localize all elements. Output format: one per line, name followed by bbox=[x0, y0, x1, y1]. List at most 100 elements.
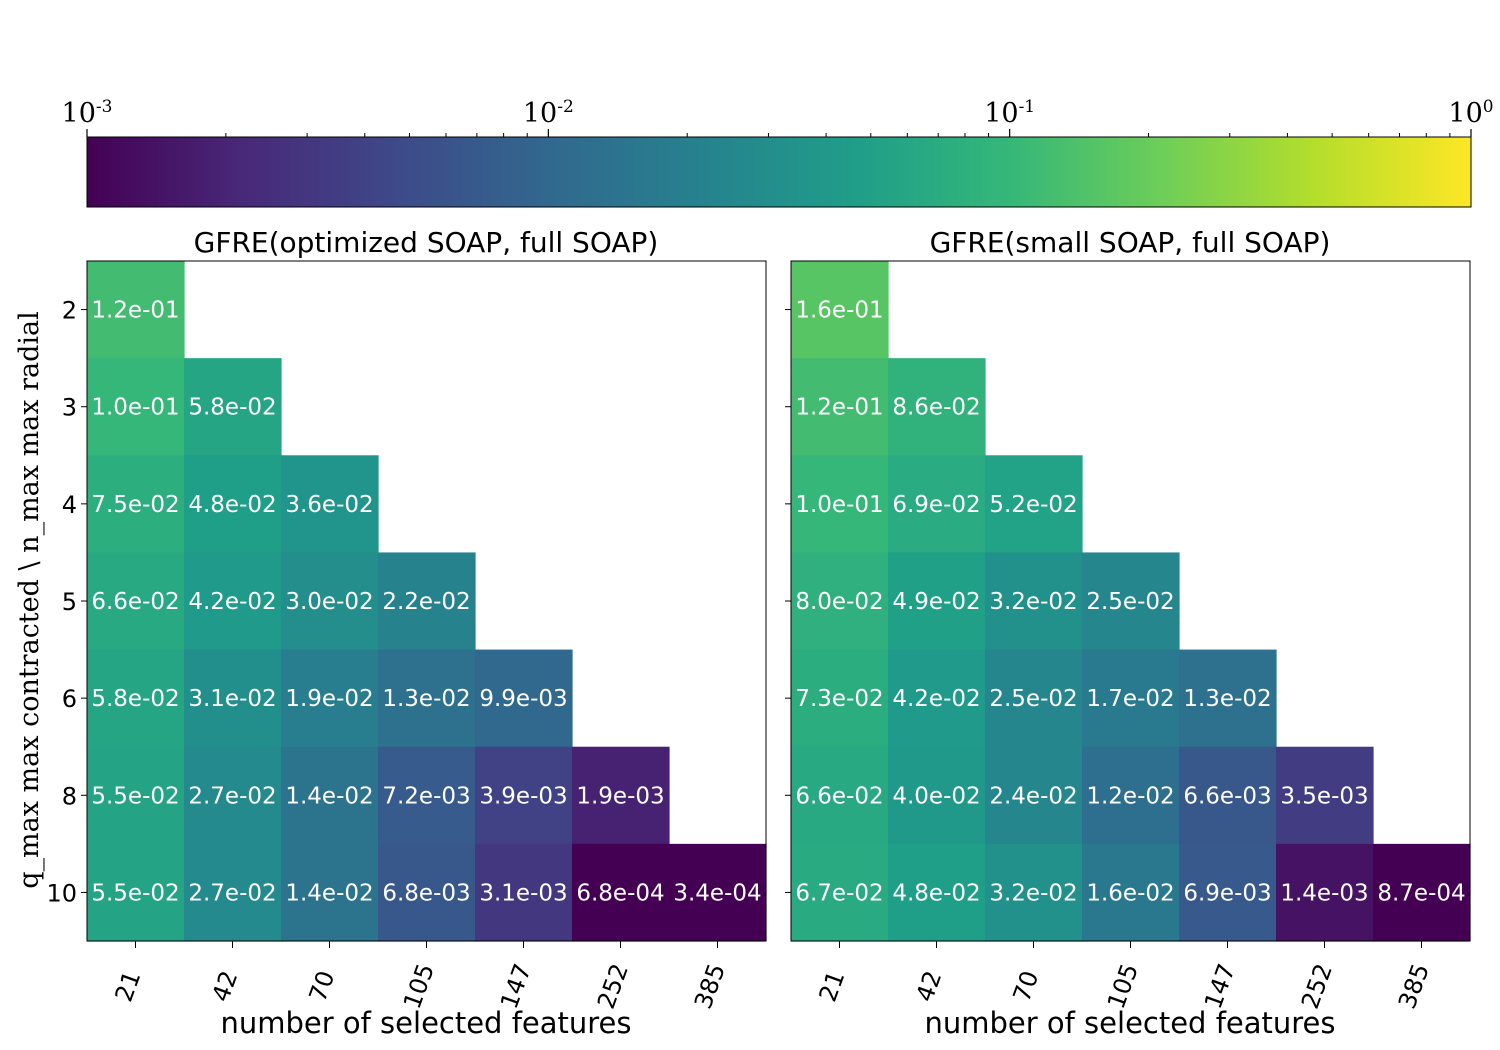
cell-value-label: 4.2e-02 bbox=[892, 686, 980, 712]
heatmap-cell bbox=[791, 358, 889, 456]
cell-value-label: 2.7e-02 bbox=[188, 783, 276, 809]
heatmap-cell bbox=[791, 746, 889, 845]
heatmap-cell bbox=[791, 843, 889, 942]
colorbar-tick-label: 10-3 bbox=[62, 97, 113, 129]
colorbar: 10-3 10-2 10-1 100 bbox=[62, 97, 1494, 208]
cell-value-label: 1.2e-02 bbox=[1086, 783, 1174, 809]
y-tick-label: 10 bbox=[46, 879, 77, 907]
x-tick-label: 252 bbox=[592, 960, 634, 1013]
heatmap-panel-optimized: GFRE(optimized SOAP, full SOAP) 1.2e-011… bbox=[14, 226, 767, 1040]
cell-value-label: 3.2e-02 bbox=[989, 589, 1077, 615]
heatmap-cell bbox=[281, 649, 379, 748]
x-tick-label: 70 bbox=[304, 967, 341, 1005]
colorbar-major-ticks: 10-3 10-2 10-1 100 bbox=[62, 97, 1494, 137]
cell-value-label: 6.8e-03 bbox=[382, 880, 470, 906]
heatmap-cell bbox=[281, 843, 379, 942]
cell-value-label: 1.9e-03 bbox=[576, 783, 664, 809]
cell-value-label: 1.4e-02 bbox=[285, 783, 373, 809]
heatmap-cell bbox=[184, 746, 282, 845]
heatmap-cell bbox=[572, 746, 670, 845]
panel-title: GFRE(small SOAP, full SOAP) bbox=[930, 226, 1331, 259]
heatmap-cells bbox=[791, 261, 1471, 942]
cell-value-label: 2.4e-02 bbox=[989, 783, 1077, 809]
cell-value-label: 3.4e-04 bbox=[673, 880, 761, 906]
colorbar-tick-label: 10-2 bbox=[523, 97, 574, 129]
heatmap-cell bbox=[888, 358, 986, 456]
y-tick-label: 6 bbox=[62, 685, 77, 713]
y-tick-labels: 2 3 4 5 6 8 10 bbox=[46, 297, 87, 907]
heatmap-cell bbox=[87, 649, 185, 748]
cell-value-label: 6.6e-03 bbox=[1183, 783, 1271, 809]
cell-value-label: 6.7e-02 bbox=[795, 880, 883, 906]
cell-value-label: 8.7e-04 bbox=[1377, 880, 1465, 906]
cell-value-label: 1.4e-03 bbox=[1280, 880, 1368, 906]
cell-value-label: 7.5e-02 bbox=[91, 492, 179, 518]
cell-value-label: 1.6e-02 bbox=[1086, 880, 1174, 906]
heatmap-cell bbox=[791, 261, 889, 359]
cell-value-label: 4.9e-02 bbox=[892, 589, 980, 615]
heatmap-cell bbox=[791, 552, 889, 651]
heatmap-cell-labels: 1.6e-01 1.2e-01 8.6e-02 1.0e-01 6.9e-02 5.2e-… bbox=[795, 298, 1465, 907]
cell-value-label: 5.5e-02 bbox=[91, 783, 179, 809]
heatmap-cell bbox=[1179, 843, 1277, 942]
y-tick-label: 2 bbox=[62, 297, 77, 325]
heatmap-cell bbox=[888, 746, 986, 845]
heatmap-cell bbox=[184, 843, 282, 942]
heatmap-cell-labels: 1.2e-01 1.0e-01 5.8e-02 7.5e-02 4.8e-02 3.6e-… bbox=[91, 298, 761, 907]
cell-value-label: 1.7e-02 bbox=[1086, 686, 1174, 712]
cell-value-label: 6.6e-02 bbox=[91, 589, 179, 615]
heatmap-cell bbox=[87, 358, 185, 456]
x-tick-label: 105 bbox=[398, 960, 440, 1013]
cell-value-label: 3.5e-03 bbox=[1280, 783, 1368, 809]
cell-value-label: 3.9e-03 bbox=[479, 783, 567, 809]
heatmap-cell bbox=[1082, 649, 1180, 748]
heatmap-cell bbox=[1276, 843, 1374, 942]
cell-value-label: 3.6e-02 bbox=[285, 492, 373, 518]
y-tick-label: 3 bbox=[62, 394, 77, 422]
cell-value-label: 6.9e-02 bbox=[892, 492, 980, 518]
x-tick-labels: 21 42 70 105 147 252 385 bbox=[814, 941, 1435, 1013]
x-tick-label: 21 bbox=[110, 967, 147, 1005]
heatmap-cell bbox=[985, 552, 1083, 651]
x-tick-label: 147 bbox=[1199, 960, 1241, 1013]
cell-value-label: 3.1e-02 bbox=[188, 686, 276, 712]
heatmap-cell bbox=[87, 746, 185, 845]
panel-title: GFRE(optimized SOAP, full SOAP) bbox=[194, 226, 659, 259]
cell-value-label: 2.5e-02 bbox=[1086, 589, 1174, 615]
x-tick-labels: 21 42 70 105 147 252 385 bbox=[110, 941, 731, 1013]
heatmap-cell bbox=[985, 649, 1083, 748]
heatmap-cell bbox=[985, 843, 1083, 942]
heatmap-cell bbox=[791, 455, 889, 554]
cell-value-label: 4.8e-02 bbox=[892, 880, 980, 906]
heatmap-cell bbox=[475, 843, 573, 942]
x-tick-label: 385 bbox=[689, 960, 731, 1013]
heatmap-cell bbox=[184, 455, 282, 554]
heatmap-cell bbox=[475, 746, 573, 845]
cell-value-label: 5.5e-02 bbox=[91, 880, 179, 906]
heatmap-cell bbox=[791, 649, 889, 748]
x-axis-label: number of selected features bbox=[220, 1006, 631, 1040]
heatmap-cell bbox=[1373, 843, 1471, 942]
cell-value-label: 3.0e-02 bbox=[285, 589, 373, 615]
x-tick-label: 42 bbox=[207, 967, 244, 1005]
colorbar-tick-label: 100 bbox=[1448, 97, 1493, 129]
heatmap-cell bbox=[184, 649, 282, 748]
colorbar-minor-ticks bbox=[225, 133, 1451, 137]
cell-value-label: 1.4e-02 bbox=[285, 880, 373, 906]
x-tick-label: 385 bbox=[1393, 960, 1435, 1013]
heatmap-cell bbox=[281, 746, 379, 845]
cell-value-label: 3.2e-02 bbox=[989, 880, 1077, 906]
heatmap-cell bbox=[184, 358, 282, 456]
cell-value-label: 2.7e-02 bbox=[188, 880, 276, 906]
cell-value-label: 6.9e-03 bbox=[1183, 880, 1271, 906]
y-axis-label: q_max max contracted \ n_max max radial bbox=[14, 311, 45, 888]
x-tick-label: 21 bbox=[814, 967, 851, 1005]
y-tick-label: 8 bbox=[62, 782, 77, 810]
heatmap-cell bbox=[281, 552, 379, 651]
cell-value-label: 6.8e-04 bbox=[576, 880, 664, 906]
heatmap-cell bbox=[669, 843, 767, 942]
colorbar-tick-label: 10-1 bbox=[984, 97, 1035, 129]
colorbar-gradient bbox=[86, 136, 1472, 208]
cell-value-label: 2.5e-02 bbox=[989, 686, 1077, 712]
